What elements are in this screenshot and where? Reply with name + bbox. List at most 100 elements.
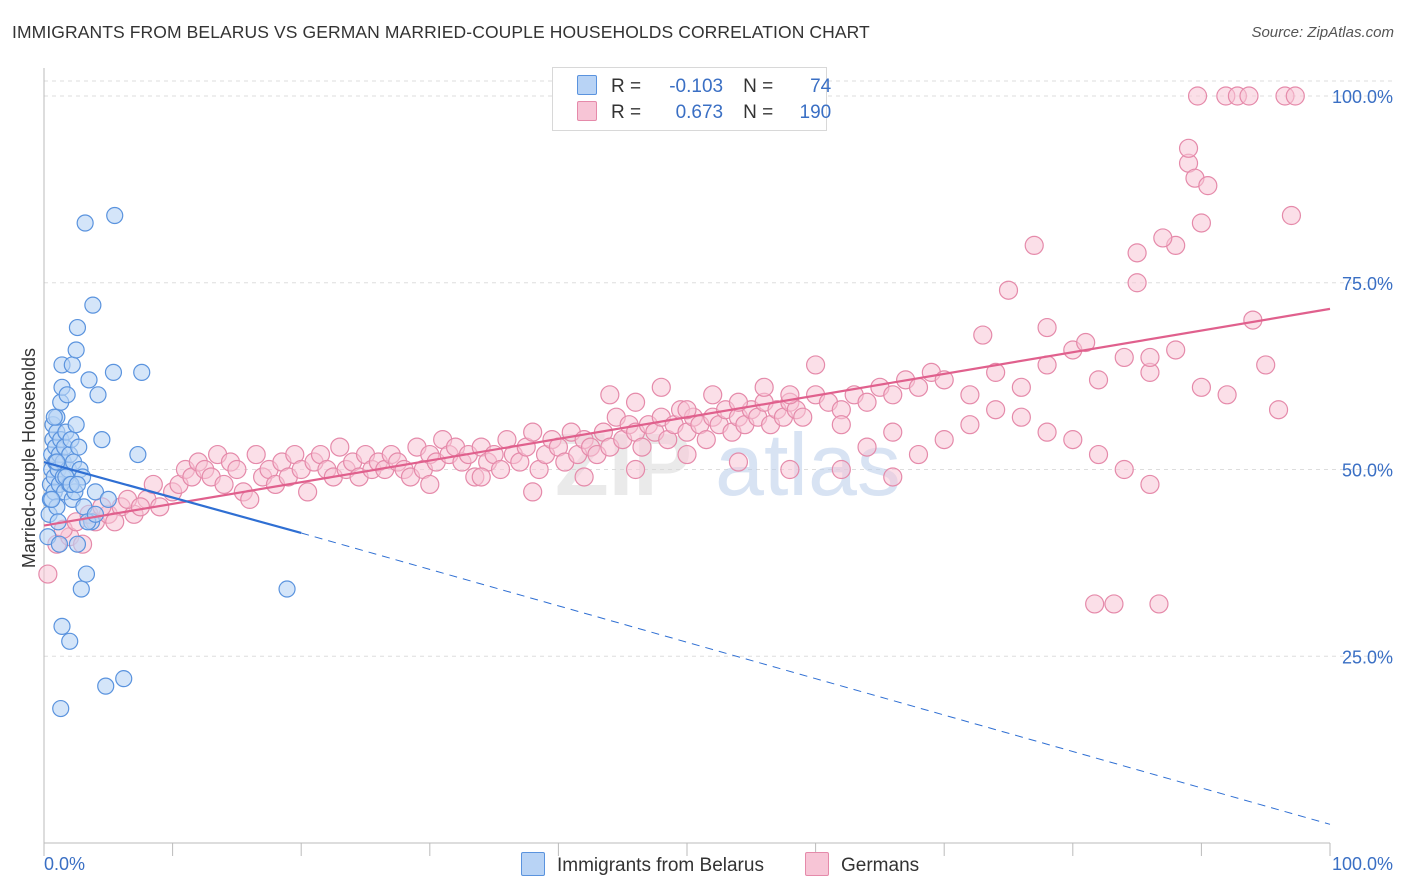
point-germans bbox=[1063, 430, 1083, 450]
point-germans bbox=[1178, 138, 1199, 158]
point-germans bbox=[696, 430, 716, 450]
points bbox=[38, 86, 1305, 718]
point-germans bbox=[883, 422, 903, 442]
point-germans bbox=[1153, 228, 1173, 248]
legend-swatch-blue bbox=[577, 75, 597, 95]
point-germans bbox=[574, 467, 594, 487]
legend-n-label: N = bbox=[743, 76, 774, 97]
point-belarus bbox=[106, 206, 124, 225]
point-belarus bbox=[68, 475, 87, 494]
point-germans bbox=[143, 474, 163, 495]
point-germans bbox=[703, 385, 723, 405]
point-germans bbox=[240, 489, 260, 509]
point-belarus bbox=[68, 535, 87, 553]
point-germans bbox=[857, 437, 877, 457]
point-germans bbox=[1285, 86, 1305, 106]
point-germans bbox=[780, 459, 800, 480]
point-belarus bbox=[80, 371, 98, 389]
point-germans bbox=[1085, 594, 1105, 614]
point-belarus bbox=[89, 386, 107, 404]
point-germans bbox=[831, 459, 851, 480]
point-germans bbox=[1256, 355, 1276, 375]
point-germans bbox=[298, 482, 318, 502]
point-germans bbox=[651, 377, 671, 397]
trendline-belarus bbox=[43, 460, 302, 535]
point-belarus bbox=[76, 214, 94, 232]
point-belarus bbox=[67, 341, 85, 359]
point-germans bbox=[1191, 377, 1212, 397]
point-belarus bbox=[86, 483, 105, 501]
legend-r-value: 0.673 bbox=[675, 102, 724, 123]
point-germans bbox=[625, 459, 646, 480]
point-germans bbox=[1281, 205, 1302, 226]
point-belarus bbox=[61, 632, 79, 650]
legend-n-value: 190 bbox=[799, 102, 832, 123]
point-germans bbox=[908, 377, 929, 397]
point-belarus bbox=[63, 356, 81, 374]
point-germans bbox=[831, 415, 851, 435]
x-tick-label-min: 0.0% bbox=[44, 854, 85, 874]
bottom-legend-label: Germans bbox=[841, 855, 920, 876]
point-germans bbox=[1166, 340, 1186, 360]
chart-title: IMMIGRANTS FROM BELARUS VS GERMAN MARRIE… bbox=[12, 22, 870, 42]
point-belarus bbox=[97, 677, 115, 695]
point-germans bbox=[420, 474, 440, 495]
point-germans bbox=[857, 392, 877, 412]
point-germans bbox=[523, 422, 543, 442]
point-germans bbox=[1024, 235, 1044, 255]
point-germans bbox=[523, 482, 543, 502]
y-tick-label: 100.0% bbox=[1332, 87, 1393, 107]
point-belarus bbox=[104, 363, 123, 381]
legend-row-germans: R = 0.673 N = 190 bbox=[577, 101, 831, 127]
point-germans bbox=[1114, 347, 1134, 368]
point-belarus bbox=[86, 505, 105, 523]
point-germans bbox=[1140, 347, 1160, 368]
point-germans bbox=[1037, 422, 1057, 442]
point-germans bbox=[986, 362, 1006, 382]
point-germans bbox=[1140, 474, 1160, 495]
point-belarus bbox=[58, 386, 76, 404]
point-germans bbox=[677, 400, 697, 420]
legend: R = -0.103 N = 74 R = 0.673 N = 190 bbox=[552, 67, 831, 131]
axis-labels: 25.0% 50.0% 75.0% 100.0% 0.0% 100.0% Married-c… bbox=[19, 87, 1393, 874]
point-germans bbox=[1011, 377, 1031, 397]
point-germans bbox=[632, 437, 652, 457]
point-germans bbox=[1127, 243, 1147, 263]
y-tick-label: 50.0% bbox=[1342, 461, 1393, 481]
point-germans bbox=[973, 325, 993, 345]
point-belarus bbox=[70, 438, 88, 456]
point-germans bbox=[246, 444, 266, 465]
point-germans bbox=[1191, 213, 1212, 233]
point-germans bbox=[214, 474, 234, 495]
point-belarus bbox=[68, 318, 87, 337]
source-credit: Source: ZipAtlas.com bbox=[1251, 24, 1394, 41]
point-germans bbox=[1239, 86, 1259, 106]
point-belarus bbox=[99, 490, 117, 508]
bottom-legend-germans: Germans bbox=[805, 852, 919, 877]
point-germans bbox=[1011, 407, 1031, 427]
point-germans bbox=[1088, 370, 1109, 390]
point-germans bbox=[883, 467, 903, 487]
point-germans bbox=[677, 444, 697, 465]
legend-n-value: 74 bbox=[810, 76, 832, 97]
point-belarus bbox=[43, 490, 61, 508]
point-germans bbox=[600, 385, 620, 405]
point-germans bbox=[1114, 459, 1134, 480]
point-germans bbox=[793, 407, 813, 427]
point-belarus bbox=[133, 363, 151, 381]
legend-r-label: R = bbox=[611, 76, 642, 97]
bottom-legend-swatch-blue bbox=[521, 852, 545, 876]
point-germans bbox=[1149, 594, 1169, 614]
point-germans bbox=[883, 385, 903, 405]
trendline-belarus-extension bbox=[301, 532, 1331, 825]
point-germans bbox=[1088, 444, 1109, 465]
legend-swatch-pink bbox=[577, 101, 597, 121]
point-germans bbox=[1217, 385, 1237, 405]
point-germans bbox=[805, 355, 826, 375]
point-belarus bbox=[52, 699, 70, 718]
point-germans bbox=[1076, 332, 1096, 353]
point-belarus bbox=[53, 617, 71, 635]
point-belarus bbox=[72, 580, 90, 598]
point-germans bbox=[986, 400, 1006, 420]
point-germans bbox=[1104, 594, 1124, 614]
